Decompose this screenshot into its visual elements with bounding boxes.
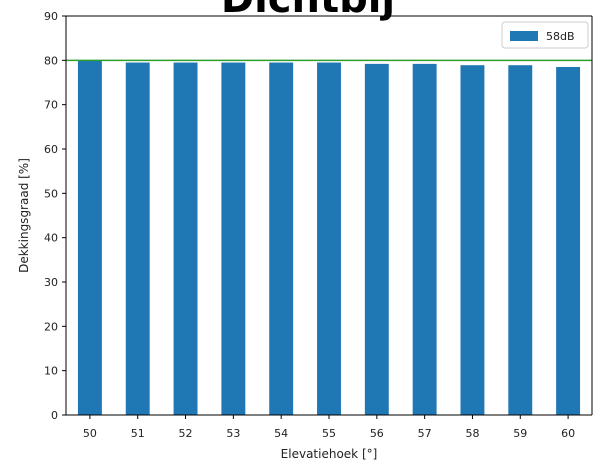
x-tick-label-54: 54 (274, 427, 288, 440)
y-tick-label-60: 60 (44, 143, 58, 156)
y-tick-label-20: 20 (44, 320, 58, 333)
y-tick-label-10: 10 (44, 365, 58, 378)
bar-58 (461, 65, 485, 415)
y-tick-label-30: 30 (44, 276, 58, 289)
y-tick-label-70: 70 (44, 99, 58, 112)
x-tick-label-55: 55 (322, 427, 336, 440)
bars-group (78, 60, 580, 415)
y-axis-label: Dekkingsgraad [%] (17, 158, 31, 273)
legend: 58dB (502, 22, 588, 48)
x-axis-label: Elevatiehoek [°] (281, 447, 378, 461)
bar-53 (221, 63, 245, 415)
bar-59 (508, 65, 532, 415)
x-ticks-group: 50 51 52 53 54 55 56 57 58 59 60 (83, 415, 575, 440)
x-tick-label-59: 59 (513, 427, 527, 440)
x-tick-label-58: 58 (465, 427, 479, 440)
bar-55 (317, 63, 341, 415)
y-tick-label-40: 40 (44, 232, 58, 245)
x-tick-label-56: 56 (370, 427, 384, 440)
bar-51 (126, 63, 150, 415)
legend-swatch (510, 31, 538, 41)
x-tick-label-53: 53 (226, 427, 240, 440)
x-tick-label-52: 52 (179, 427, 193, 440)
y-tick-label-50: 50 (44, 187, 58, 200)
bar-60 (556, 67, 580, 415)
bar-54 (269, 63, 293, 415)
x-tick-label-60: 60 (561, 427, 575, 440)
y-tick-label-0: 0 (51, 409, 58, 422)
x-tick-label-50: 50 (83, 427, 97, 440)
y-tick-label-90: 90 (44, 10, 58, 23)
bar-57 (413, 64, 437, 415)
bar-52 (174, 63, 198, 415)
y-ticks-group: 0 10 20 30 40 50 60 70 80 90 (44, 10, 66, 422)
chart-title: Dichtbij (221, 0, 395, 22)
bar-50 (78, 60, 102, 415)
legend-label: 58dB (546, 30, 575, 43)
y-tick-label-80: 80 (44, 54, 58, 67)
x-tick-label-57: 57 (418, 427, 432, 440)
x-tick-label-51: 51 (131, 427, 145, 440)
bar-56 (365, 64, 389, 415)
